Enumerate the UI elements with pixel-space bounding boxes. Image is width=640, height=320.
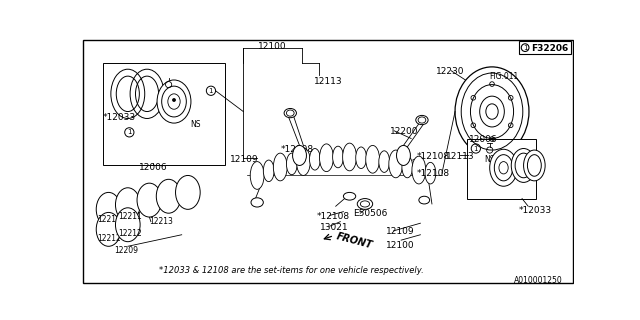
Text: 12230: 12230 [436, 67, 464, 76]
Text: *12033: *12033 [519, 206, 552, 215]
Ellipse shape [425, 162, 436, 184]
Bar [519, 42, 572, 54]
Text: 12109: 12109 [386, 227, 414, 236]
Ellipse shape [319, 144, 333, 172]
Text: FRONT: FRONT [336, 231, 374, 250]
Text: *12033 & 12108 are the set-items for one vehicle respectively.: *12033 & 12108 are the set-items for one… [159, 266, 423, 275]
Bar [467, 139, 536, 198]
Ellipse shape [470, 84, 513, 139]
Ellipse shape [115, 188, 140, 222]
Ellipse shape [333, 146, 344, 168]
Ellipse shape [389, 150, 403, 178]
Text: 12213: 12213 [149, 217, 173, 226]
Ellipse shape [365, 145, 380, 173]
Text: 12212: 12212 [118, 229, 142, 238]
Ellipse shape [157, 80, 191, 123]
Text: 1: 1 [523, 44, 527, 51]
Ellipse shape [397, 145, 410, 165]
Text: E50506: E50506 [353, 209, 387, 218]
Ellipse shape [284, 108, 296, 118]
Ellipse shape [344, 192, 356, 200]
Ellipse shape [342, 143, 356, 171]
Ellipse shape [524, 150, 545, 181]
Text: A010001250: A010001250 [515, 276, 563, 284]
Ellipse shape [296, 148, 310, 175]
Ellipse shape [263, 160, 274, 182]
Ellipse shape [356, 147, 367, 169]
Ellipse shape [486, 104, 498, 119]
Ellipse shape [490, 149, 517, 186]
Text: 12211: 12211 [118, 212, 142, 221]
Text: 1: 1 [474, 146, 478, 151]
Ellipse shape [416, 116, 428, 124]
Ellipse shape [310, 148, 320, 170]
Text: 12200: 12200 [390, 127, 418, 136]
Ellipse shape [511, 148, 536, 182]
Ellipse shape [412, 156, 426, 184]
Ellipse shape [455, 67, 529, 156]
Text: 12212: 12212 [97, 234, 121, 243]
Text: *12108: *12108 [417, 152, 450, 161]
Bar [103, 63, 225, 165]
Text: 12113: 12113 [446, 152, 474, 161]
Text: 1: 1 [127, 129, 132, 135]
Ellipse shape [379, 151, 390, 172]
Text: *12108: *12108 [417, 169, 450, 178]
Text: 12006: 12006 [469, 135, 497, 144]
Text: NS: NS [484, 156, 495, 164]
Ellipse shape [175, 175, 200, 209]
Ellipse shape [96, 212, 121, 246]
Text: 13021: 13021 [320, 223, 349, 232]
Text: F32206: F32206 [531, 44, 568, 53]
Text: 12209: 12209 [114, 246, 138, 255]
Text: 12113: 12113 [314, 77, 343, 86]
Text: 12006: 12006 [139, 163, 168, 172]
Ellipse shape [250, 162, 264, 189]
Text: 12109: 12109 [230, 156, 259, 164]
Ellipse shape [115, 208, 140, 242]
Ellipse shape [419, 196, 429, 204]
Text: 12100: 12100 [259, 42, 287, 51]
Ellipse shape [96, 192, 121, 226]
Ellipse shape [251, 198, 263, 207]
Ellipse shape [273, 153, 287, 181]
Ellipse shape [357, 198, 372, 209]
Text: 12100: 12100 [386, 241, 414, 250]
Circle shape [172, 99, 175, 101]
Ellipse shape [156, 179, 181, 213]
Text: NS: NS [190, 120, 201, 129]
Ellipse shape [402, 156, 413, 178]
Text: *12108: *12108 [317, 212, 350, 221]
Text: *12108: *12108 [280, 145, 314, 154]
Ellipse shape [292, 145, 307, 165]
Text: FIG.011: FIG.011 [490, 71, 519, 81]
Ellipse shape [137, 183, 162, 217]
Ellipse shape [287, 153, 297, 175]
Text: *12033: *12033 [103, 113, 136, 122]
Text: 1: 1 [209, 88, 213, 94]
Text: 12211: 12211 [97, 215, 121, 225]
